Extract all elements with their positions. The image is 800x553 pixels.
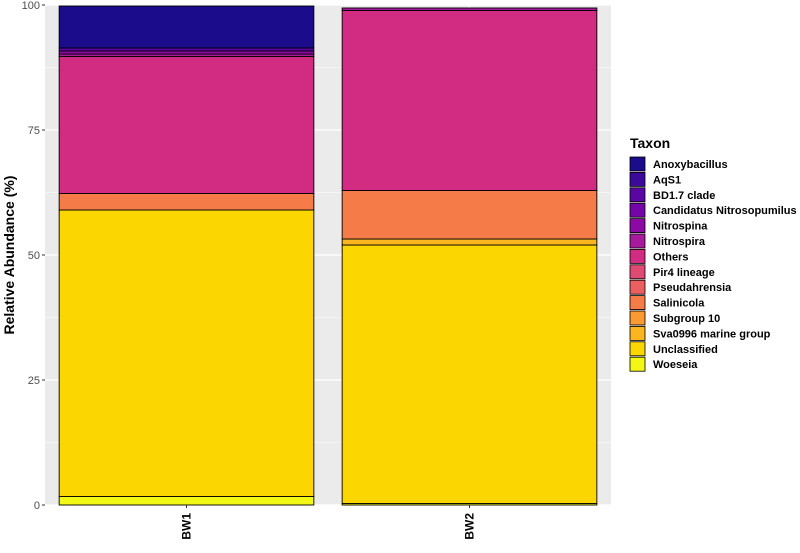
legend-label: Unclassified (653, 344, 718, 356)
legend-swatch (629, 156, 646, 172)
x-category-label: BW1 (180, 513, 194, 540)
y-tick-label: 75 (28, 125, 40, 137)
x-axis: BW1 BW2 (180, 505, 477, 540)
legend-label: Subgroup 10 (653, 313, 720, 325)
bars (58, 5, 598, 506)
y-tick-label: 50 (28, 250, 40, 262)
bar-segment (58, 209, 315, 497)
bar-segment (58, 496, 315, 506)
legend-swatch (629, 295, 646, 311)
bar-segment (58, 193, 315, 211)
legend-swatch (629, 248, 646, 264)
legend-swatch (629, 325, 646, 341)
y-axis-title: Relative Abundance (%) (1, 176, 17, 335)
legend-label: Sva0996 marine group (653, 328, 771, 340)
legend-swatch (629, 356, 646, 372)
legend-label: Pir4 lineage (653, 267, 715, 279)
legend-label: BD1.7 clade (653, 190, 715, 202)
legend-swatch (629, 171, 646, 187)
bar-segment (341, 10, 598, 191)
y-tick-label: 100 (22, 0, 40, 12)
legend-swatch (629, 264, 646, 280)
y-axis: 0 25 50 75 100 (22, 0, 45, 512)
legend-label: Pseudahrensia (653, 282, 732, 294)
bar-segment (58, 50, 315, 55)
legend-label: Others (653, 251, 688, 263)
legend-label: Candidatus Nitrosopumilus (653, 205, 797, 217)
x-category-label: BW2 (463, 513, 477, 540)
legend-swatch (629, 233, 646, 249)
legend-label: Nitrospina (653, 221, 708, 233)
legend-label: Salinicola (653, 298, 705, 310)
legend-swatch (629, 279, 646, 295)
legend-swatch (629, 202, 646, 218)
legend-label: Anoxybacillus (653, 159, 728, 171)
legend-swatch (629, 341, 646, 357)
bar-segment (58, 56, 315, 194)
bar-segment (341, 238, 598, 246)
legend-swatch (629, 218, 646, 234)
bar-segment (341, 7, 598, 11)
y-tick-label: 0 (34, 500, 40, 512)
legend-label: Nitrospira (653, 236, 706, 248)
y-tick-label: 25 (28, 375, 40, 387)
bar-segment (341, 244, 598, 504)
legend-label: Woeseia (653, 359, 698, 371)
legend-label: AqS1 (653, 174, 681, 186)
bar-segment (341, 190, 598, 240)
bar-segment (58, 5, 315, 49)
legend-swatch (629, 310, 646, 326)
legend-title: Taxon (630, 135, 670, 151)
legend: Taxon Anoxybacillus AqS1 BD1.7 clade Candid… (629, 135, 797, 372)
legend-swatch (629, 187, 646, 203)
